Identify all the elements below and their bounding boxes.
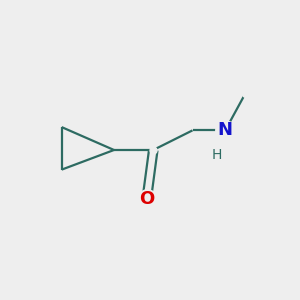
Text: N: N [218,122,233,140]
Text: O: O [139,190,154,208]
Text: H: H [212,148,222,162]
